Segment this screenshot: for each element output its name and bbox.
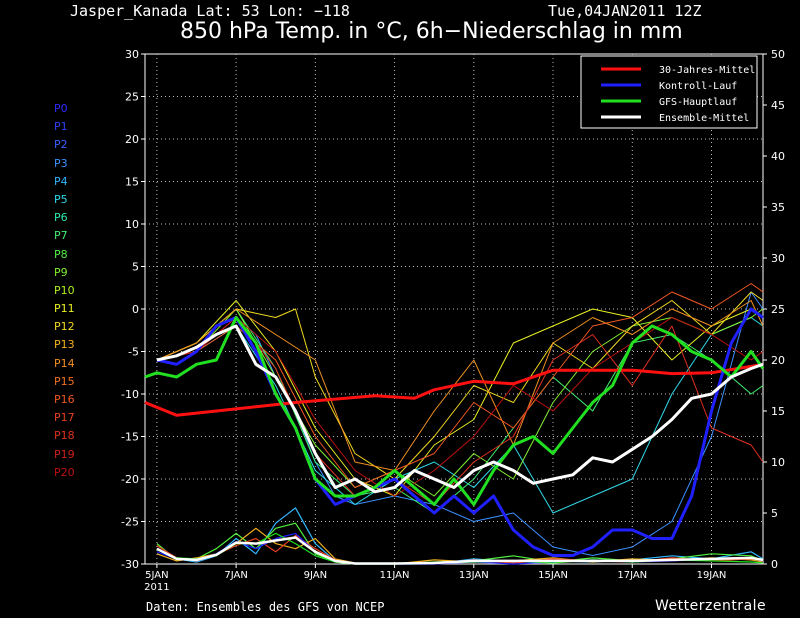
y-left-tick-label: 20 xyxy=(125,133,139,146)
y-right-tick-label: 30 xyxy=(771,252,785,265)
x-tick-label: 11JAN xyxy=(380,570,410,581)
y-right-tick-label: 35 xyxy=(771,201,785,214)
ensemble-member-p11: P11 xyxy=(54,302,75,316)
ensemble-member-p6: P6 xyxy=(54,211,68,225)
x-tick-label: 15JAN xyxy=(538,570,568,581)
temp-line-30-jahres-mittel xyxy=(144,362,764,417)
data-source-note: Daten: Ensembles des GFS von NCEP xyxy=(146,600,385,614)
ensemble-member-p10: P10 xyxy=(54,283,75,297)
ensemble-member-p0: P0 xyxy=(54,102,68,115)
ensemble-member-p1: P1 xyxy=(54,120,68,134)
legend-label: 30-Jahres-Mittel xyxy=(659,65,755,76)
y-axis-right: 0 5 10 15 20 25 30 35 40 45 50 xyxy=(763,48,785,571)
ensemble-member-p16: P16 xyxy=(54,393,75,406)
y-right-tick-label: 50 xyxy=(771,48,785,61)
temp-line-p18 xyxy=(156,317,764,505)
ensemble-member-p14: P14 xyxy=(54,356,75,370)
temp-line-p20 xyxy=(156,317,764,497)
legend-label: GFS-Hauptlauf xyxy=(659,97,737,108)
y-right-tick-label: 5 xyxy=(771,507,778,520)
temp-line-p11 xyxy=(156,300,764,497)
precip-line-ensemble-mittel xyxy=(156,536,764,565)
ensemble-member-p13: P13 xyxy=(54,338,75,352)
y-right-tick-label: 20 xyxy=(771,354,785,367)
precipitation-series xyxy=(156,507,764,565)
y-left-tick-label: 30 xyxy=(125,48,139,61)
y-left-tick-label: -25 xyxy=(121,516,139,529)
x-tick-sublabel: 2011 xyxy=(144,582,169,593)
y-left-tick-label: -10 xyxy=(121,388,139,401)
ensemble-member-p19: P19 xyxy=(54,447,75,461)
y-right-tick-label: 25 xyxy=(771,303,785,316)
brand-label: Wetterzentrale xyxy=(655,598,767,614)
ensemble-member-list: P0 P1 P2 P3 P4 P5 P6 P7 P8 P9 P10 P11 P12 P13 P14 P15 P1… xyxy=(54,100,75,482)
y-left-tick-label: 15 xyxy=(125,176,139,189)
x-tick-label: 19JAN xyxy=(697,570,727,581)
x-tick-label: 17JAN xyxy=(617,570,647,581)
y-right-tick-label: 0 xyxy=(771,558,778,571)
y-left-tick-label: 25 xyxy=(125,91,139,104)
ensemble-member-p5: P5 xyxy=(54,192,68,206)
x-tick-label: 5JAN xyxy=(145,570,168,581)
ensemble-member-p8: P8 xyxy=(54,247,68,261)
x-tick-label: 13JAN xyxy=(459,570,489,581)
y-right-tick-label: 40 xyxy=(771,150,785,163)
ensemble-member-p18: P18 xyxy=(54,429,75,443)
ensemble-member-p12: P12 xyxy=(54,320,75,334)
legend-label: Ensemble-Mittel xyxy=(659,113,749,124)
temp-line-ensemble-mittel xyxy=(156,324,764,494)
y-left-tick-label: 0 xyxy=(132,303,139,316)
y-left-tick-label: -15 xyxy=(121,431,139,444)
y-left-tick-label: 5 xyxy=(132,261,139,274)
y-left-tick-label: -5 xyxy=(128,346,139,359)
temp-line-p16 xyxy=(156,283,764,488)
temp-line-p12 xyxy=(156,291,764,480)
ensemble-member-p20: P20 xyxy=(54,465,75,479)
temp-line-kontroll-lauf xyxy=(156,307,764,557)
y-axis-left: -30 -25 -20 -15 -10 -5 0 5 10 15 20 25 30 xyxy=(121,48,145,571)
y-right-tick-label: 15 xyxy=(771,405,785,418)
ensemble-member-p2: P2 xyxy=(54,138,68,152)
x-tick-label: 7JAN xyxy=(224,570,247,581)
legend-label: Kontroll-Lauf xyxy=(659,81,737,92)
temperature-series xyxy=(144,283,765,557)
y-left-tick-label: -20 xyxy=(121,473,139,486)
ensemble-member-p15: P15 xyxy=(54,374,75,388)
y-left-tick-label: -30 xyxy=(121,558,139,571)
run-time-label: Tue,04JAN2011 12Z xyxy=(548,2,702,20)
ensemble-member-p9: P9 xyxy=(54,265,68,279)
chart-title: 850 hPa Temp. in °C, 6h−Niederschlag in … xyxy=(180,19,683,44)
location-label: Jasper_Kanada Lat: 53 Lon: −118 xyxy=(70,2,350,20)
x-tick-label: 9JAN xyxy=(304,570,327,581)
chart-legend: 30-Jahres-Mittel Kontroll-Lauf GFS-Hauptla… xyxy=(580,55,758,129)
ensemble-member-p3: P3 xyxy=(54,156,68,170)
y-right-tick-label: 10 xyxy=(771,456,785,469)
ensemble-member-p7: P7 xyxy=(54,229,68,243)
y-left-tick-label: 10 xyxy=(125,218,139,231)
temp-line-gfs-hauptlauf xyxy=(144,316,765,506)
ensemble-member-p17: P17 xyxy=(54,411,75,425)
ensemble-member-p4: P4 xyxy=(54,174,68,188)
y-right-tick-label: 45 xyxy=(771,99,785,112)
